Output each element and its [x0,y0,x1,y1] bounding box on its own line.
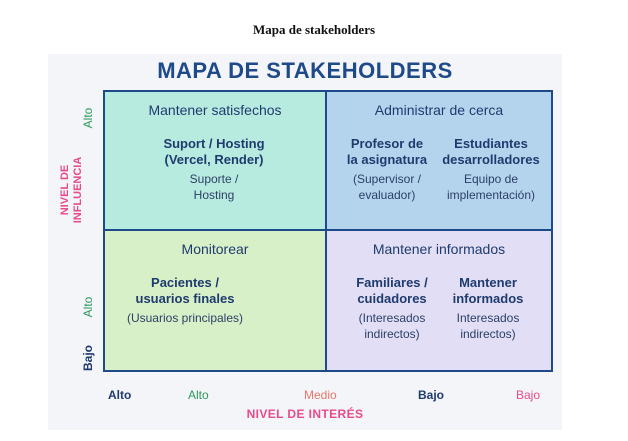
diagram-title: MAPA DE STAKEHOLDERS [157,58,453,83]
quadrant-mantener-satisfechos: Mantener satisfechos Suport / Hosting (V… [105,92,327,231]
quadrant-administrar-de-cerca: Administrar de cerca Profesor de la asig… [327,92,551,231]
quadrant-heading: Administrar de cerca [374,102,504,118]
stakeholder-role-line1: Equipo de [463,172,519,186]
stakeholder-name-line1: Estudiantes [454,136,528,151]
y-axis-title-line1: NIVEL DE [59,164,71,216]
quadrant-heading: Monitorear [181,241,249,257]
y-tick-alto-lower: Alto [81,296,95,318]
stakeholder-name-line1: Pacientes / [151,275,219,290]
x-tick-medio: Medio [304,388,337,402]
stakeholder-name-line2: cuidadores [357,291,427,306]
stakeholder-role-line1: (Usuarios principales) [126,311,244,325]
quadrant-heading: Mantener satisfechos [148,102,282,118]
x-tick-bajo-2: Bajo [516,388,541,402]
x-tick-alto-1: Alto [108,388,132,402]
stakeholder-name-line1: Profesor de [350,136,424,151]
stakeholder-role-line2: Hosting [193,188,235,202]
document-title: Mapa de stakeholders [252,22,376,37]
y-tick-bajo: Bajo [81,344,95,372]
quadrant-mantener-informados: Mantener informados Familiares / cuidado… [327,231,551,370]
quadrant-monitorear: Monitorear Pacientes / usuarios finales … [105,231,327,370]
x-axis-title: NIVEL DE INTERÉS [246,407,364,421]
y-axis-title-line2: INFLUENCIA [72,156,84,224]
stakeholder-role-line1: Interesados [456,311,520,325]
stakeholder-role-line1: (Supervisor / [352,172,422,186]
stakeholder-name-line1: Familiares / [356,275,428,290]
stakeholder-name-line2: (Vercel, Render) [164,152,264,167]
stakeholder-role-line2: indirectos) [364,327,420,341]
x-tick-bajo-1: Bajo [418,388,445,402]
stakeholder-name-line2: la asignatura [346,152,428,167]
stakeholder-name-line2: usuarios finales [135,291,235,306]
stakeholder-profesor: Profesor de la asignatura (Supervisor / … [337,136,437,203]
stakeholder-role-line2: implementación) [446,188,536,202]
stakeholder-name-line1: Mantener [459,275,517,290]
stakeholder-role-line2: evaluador) [358,188,416,202]
stakeholder-name-line2: informados [452,291,524,306]
stakeholder-pacientes: Pacientes / usuarios finales (Usuarios p… [105,275,265,326]
stakeholder-role-line2: indirectos) [460,327,516,341]
stakeholder-name-line1: Suport / Hosting [163,136,265,151]
quadrant-heading: Mantener informados [372,241,506,257]
stakeholder-familiares: Familiares / cuidadores (Interesados ind… [345,275,439,342]
stakeholder-suport-hosting: Suport / Hosting (Vercel, Render) Suport… [105,136,323,203]
stakeholder-estudiantes: Estudiantes desarrolladores Equipo de im… [437,136,545,203]
stakeholder-name-line2: desarrolladores [442,152,540,167]
stakeholder-mantener-informados: Mantener informados Interesados indirect… [443,275,533,342]
stakeholder-matrix: Mantener satisfechos Suport / Hosting (V… [103,90,553,372]
y-tick-alto-top: Alto [81,107,95,129]
y-axis-title: NIVEL DE INFLUENCIA [59,157,85,224]
x-tick-alto-2: Alto [188,388,209,402]
stakeholder-role-line1: (Interesados [358,311,426,325]
stakeholder-role-line1: Suporte / [189,172,239,186]
